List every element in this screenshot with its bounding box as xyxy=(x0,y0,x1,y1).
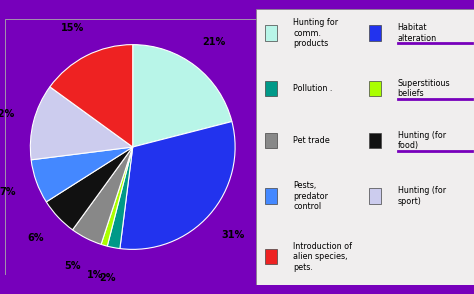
Text: 15%: 15% xyxy=(61,24,84,34)
FancyBboxPatch shape xyxy=(264,188,277,204)
Text: Superstitious
beliefs: Superstitious beliefs xyxy=(398,78,450,98)
Text: Habitat
alteration: Habitat alteration xyxy=(398,23,437,43)
Text: 1%: 1% xyxy=(87,270,104,280)
Text: 7%: 7% xyxy=(0,187,16,197)
Text: Hunting (for
sport): Hunting (for sport) xyxy=(398,186,446,206)
FancyBboxPatch shape xyxy=(264,133,277,148)
Wedge shape xyxy=(120,121,235,249)
FancyBboxPatch shape xyxy=(264,249,277,265)
Wedge shape xyxy=(73,147,133,244)
Text: Introduction of
alien species,
pets.: Introduction of alien species, pets. xyxy=(293,242,352,272)
Wedge shape xyxy=(133,45,232,147)
Wedge shape xyxy=(31,147,133,202)
Text: 5%: 5% xyxy=(64,260,81,270)
Text: 31%: 31% xyxy=(221,230,244,240)
Wedge shape xyxy=(107,147,133,248)
FancyBboxPatch shape xyxy=(264,25,277,41)
Text: 6%: 6% xyxy=(27,233,44,243)
Text: 2%: 2% xyxy=(100,273,116,283)
FancyBboxPatch shape xyxy=(369,188,381,204)
Wedge shape xyxy=(101,147,133,246)
Wedge shape xyxy=(46,147,133,230)
FancyBboxPatch shape xyxy=(264,81,277,96)
FancyBboxPatch shape xyxy=(369,81,381,96)
Wedge shape xyxy=(30,87,133,160)
Text: Pet trade: Pet trade xyxy=(293,136,330,145)
Text: Pests,
predator
control: Pests, predator control xyxy=(293,181,328,211)
Text: Pollution .: Pollution . xyxy=(293,84,332,93)
Wedge shape xyxy=(50,45,133,147)
Text: Hunting for
comm.
products: Hunting for comm. products xyxy=(293,18,338,48)
Text: 21%: 21% xyxy=(203,37,226,47)
Text: Hunting (for
food): Hunting (for food) xyxy=(398,131,446,151)
Text: 12%: 12% xyxy=(0,109,16,119)
FancyBboxPatch shape xyxy=(256,9,474,285)
FancyBboxPatch shape xyxy=(369,25,381,41)
FancyBboxPatch shape xyxy=(369,133,381,148)
